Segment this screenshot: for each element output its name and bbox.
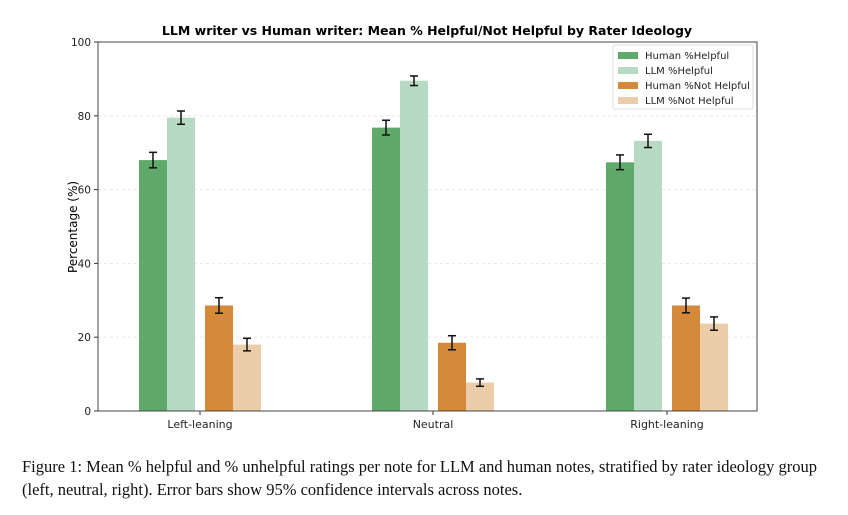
- legend-swatch: [618, 67, 638, 74]
- bar: [205, 305, 233, 411]
- bar: [438, 342, 466, 411]
- x-tick-label: Right-leaning: [630, 418, 703, 431]
- y-tick-label: 60: [78, 185, 91, 197]
- legend-label: Human %Not Helpful: [645, 81, 750, 92]
- plot-frame: [97, 41, 758, 412]
- legend-swatch: [618, 52, 638, 59]
- y-tick-label: 20: [78, 332, 91, 344]
- legend-label: LLM %Helpful: [645, 66, 713, 77]
- y-tick-label: 40: [78, 258, 91, 270]
- legend-label: LLM %Not Helpful: [645, 96, 734, 107]
- y-tick-label: 80: [78, 111, 91, 123]
- y-tick-label: 0: [84, 406, 91, 418]
- bar-chart: LLM writer vs Human writer: Mean % Helpf…: [66, 23, 758, 431]
- bar: [400, 80, 428, 412]
- bar: [606, 162, 634, 411]
- x-tick-label: Neutral: [413, 418, 454, 431]
- bar: [466, 382, 494, 411]
- legend-swatch: [618, 97, 638, 104]
- y-tick-label: 100: [71, 37, 91, 49]
- legend-label: Human %Helpful: [645, 51, 729, 62]
- legend-box: [612, 44, 754, 110]
- y-axis-label: Percentage (%): [66, 181, 80, 273]
- bar: [634, 140, 662, 411]
- x-tick-label: Left-leaning: [167, 418, 232, 431]
- bar: [672, 305, 700, 411]
- legend-swatch: [618, 82, 638, 89]
- figure-caption: Figure 1: Mean % helpful and % unhelpful…: [22, 457, 818, 499]
- bar: [167, 117, 195, 412]
- bar: [139, 160, 167, 411]
- bar: [233, 344, 261, 411]
- chart-title: LLM writer vs Human writer: Mean % Helpf…: [162, 23, 692, 38]
- bar: [700, 323, 728, 411]
- bar: [372, 127, 400, 411]
